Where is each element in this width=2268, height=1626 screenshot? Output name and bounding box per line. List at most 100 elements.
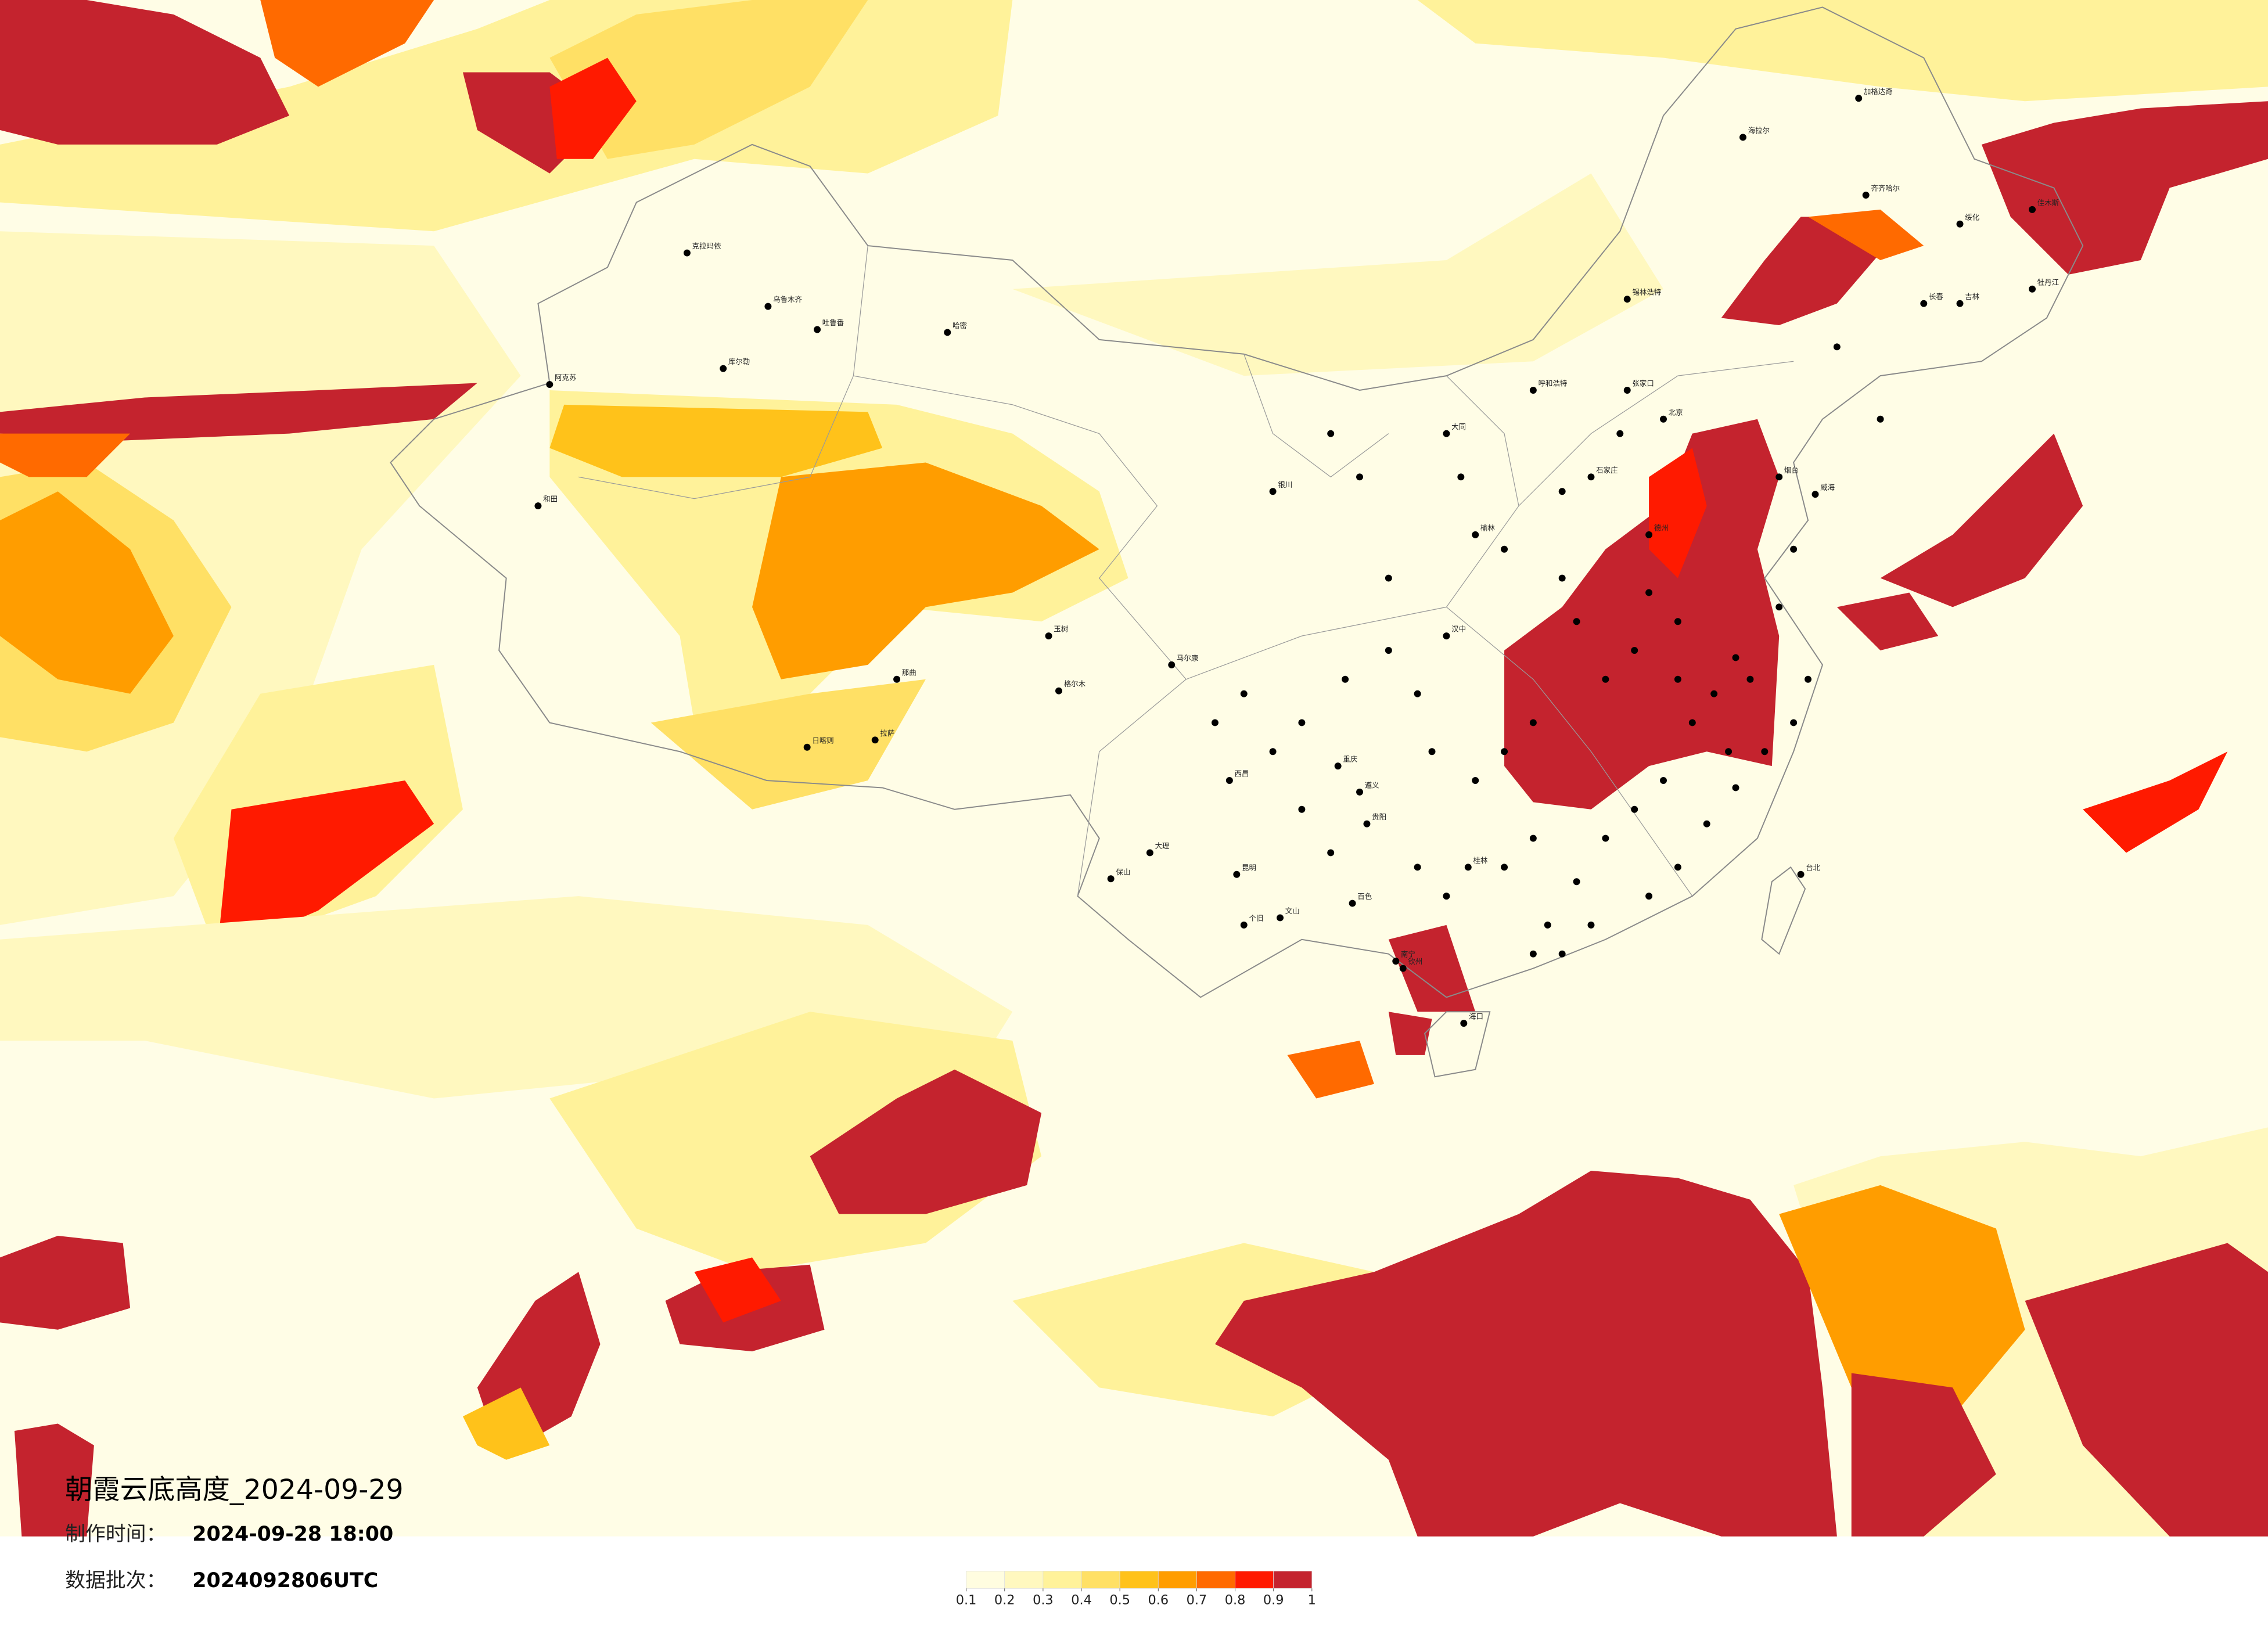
cloud-patch bbox=[1779, 1185, 2025, 1417]
map-title: 朝霞云底高度_2024-09-29 bbox=[65, 1474, 403, 1506]
cloud-patch bbox=[549, 0, 868, 159]
city-dot bbox=[1623, 387, 1631, 394]
city-label: 加格达奇 bbox=[1864, 87, 1893, 96]
city-label: 阿克苏 bbox=[555, 373, 576, 382]
cloud-patch bbox=[0, 383, 477, 441]
station-dot bbox=[1385, 647, 1392, 654]
cloud-patch bbox=[1214, 1171, 1837, 1537]
colorbar: 0.1 0.2 0.3 0.4 0.5 0.6 0.7 0.8 0.9 1 bbox=[956, 1571, 1316, 1608]
production-time-value: 2024-09-28 18:00 bbox=[192, 1523, 393, 1546]
city-dot bbox=[1277, 914, 1284, 922]
cloud-patch bbox=[14, 1423, 94, 1537]
city-label: 绥化 bbox=[1965, 213, 1979, 221]
colorbar-swatch bbox=[1004, 1571, 1044, 1589]
city-label: 钦州 bbox=[1408, 957, 1422, 966]
station-dot bbox=[1385, 574, 1392, 582]
city-label: 石家庄 bbox=[1596, 466, 1618, 474]
city-dot bbox=[1855, 95, 1863, 102]
city-label: 乌鲁木齐 bbox=[773, 295, 802, 304]
city-dot bbox=[1334, 762, 1342, 770]
city-dot bbox=[814, 326, 821, 333]
city-dot bbox=[1363, 820, 1371, 828]
station-dot bbox=[1501, 748, 1508, 756]
station-dot bbox=[1573, 618, 1580, 625]
colorbar-swatch bbox=[1043, 1571, 1082, 1589]
city-dot bbox=[1862, 192, 1870, 199]
city-dot bbox=[803, 743, 811, 751]
city-dot bbox=[1443, 430, 1450, 437]
city-label: 和田 bbox=[543, 495, 558, 503]
station-dot bbox=[1602, 675, 1609, 683]
city-dot bbox=[1956, 300, 1964, 307]
cloud-patch bbox=[0, 491, 174, 694]
cloud-field bbox=[0, 0, 2268, 1537]
city-label: 日喀则 bbox=[812, 736, 833, 744]
cloud-patch bbox=[549, 404, 883, 477]
station-dot bbox=[1631, 647, 1638, 654]
city-dot bbox=[1529, 387, 1537, 394]
city-label: 个旧 bbox=[1249, 913, 1263, 922]
station-dot bbox=[1660, 777, 1667, 784]
city-label: 拉萨 bbox=[880, 729, 894, 738]
colorbar-tick-label: 1 bbox=[1308, 1593, 1316, 1608]
station-dot bbox=[1472, 777, 1479, 784]
cloud-patch bbox=[1851, 1373, 1996, 1537]
city-dot bbox=[1775, 473, 1783, 481]
city-label: 汉中 bbox=[1451, 625, 1466, 634]
station-dot bbox=[1616, 430, 1624, 437]
cloud-patch bbox=[1981, 101, 2268, 275]
station-dot bbox=[1457, 473, 1465, 481]
cloud-patch bbox=[260, 0, 434, 87]
city-dot bbox=[1443, 632, 1450, 640]
station-dot bbox=[1414, 690, 1421, 697]
station-dot bbox=[1674, 675, 1681, 683]
cloud-patch bbox=[217, 780, 434, 954]
city-dot bbox=[2029, 206, 2036, 213]
cloud-patch bbox=[1388, 924, 1476, 1012]
city-dot bbox=[1168, 661, 1176, 668]
station-dot bbox=[1645, 893, 1653, 900]
station-dot bbox=[1674, 864, 1681, 871]
cloud-patch bbox=[1417, 0, 2268, 102]
city-label: 银川 bbox=[1278, 480, 1292, 489]
city-label: 文山 bbox=[1285, 906, 1300, 915]
station-dot bbox=[1544, 921, 1551, 929]
station-dot bbox=[1240, 690, 1248, 697]
colorbar-tick-label: 0.6 bbox=[1148, 1593, 1169, 1608]
cloud-patch bbox=[1808, 209, 1924, 260]
city-label: 马尔康 bbox=[1177, 653, 1198, 662]
cloud-patch bbox=[1012, 173, 1663, 376]
city-dot bbox=[720, 365, 727, 372]
cloud-patch bbox=[2083, 751, 2228, 853]
cloud-patch bbox=[1649, 448, 1707, 578]
cloud-patch bbox=[2025, 1243, 2268, 1537]
cloud-patch bbox=[810, 1069, 1042, 1214]
station-dot bbox=[1877, 415, 1884, 423]
cloud-patch bbox=[0, 433, 131, 477]
city-label: 吐鲁番 bbox=[822, 318, 844, 327]
city-label: 百色 bbox=[1357, 892, 1372, 901]
cloud-patch bbox=[1721, 217, 1881, 325]
colorbar-tick-label: 0.9 bbox=[1263, 1593, 1284, 1608]
province-boundaries bbox=[578, 246, 1794, 897]
cloud-patch bbox=[0, 0, 290, 145]
city-dot bbox=[1587, 473, 1595, 481]
cloud-patch bbox=[1880, 433, 2083, 607]
colorbar-tick-label: 0.1 bbox=[956, 1593, 977, 1608]
city-label: 库尔勒 bbox=[728, 357, 750, 366]
city-label: 海口 bbox=[1469, 1012, 1483, 1021]
station-dot bbox=[1558, 574, 1566, 582]
station-dot bbox=[1833, 343, 1841, 351]
station-dot bbox=[1298, 805, 1306, 813]
station-dot bbox=[1414, 864, 1421, 871]
station-dot bbox=[1443, 893, 1450, 900]
city-dot bbox=[764, 303, 772, 310]
station-dot bbox=[1211, 719, 1219, 726]
station-dot bbox=[1645, 589, 1653, 596]
station-dot bbox=[1710, 690, 1718, 697]
city-dot bbox=[1107, 875, 1115, 883]
city-label: 长春 bbox=[1929, 292, 1943, 301]
city-label: 锡林浩特 bbox=[1632, 288, 1661, 297]
